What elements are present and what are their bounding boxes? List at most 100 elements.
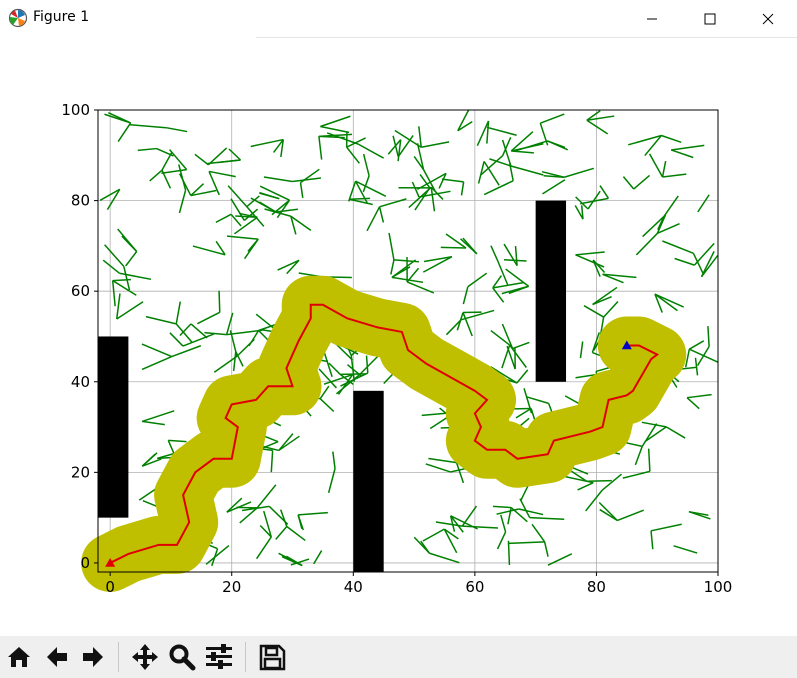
tree-edge [492,281,524,289]
tree-edge [526,396,549,405]
tree-edge [388,232,395,261]
tree-edge [445,233,467,249]
tree-edge [587,190,601,210]
tree-edge [145,315,177,325]
tree-edge [492,275,503,289]
zoom-button[interactable] [167,642,197,672]
tree-edge [263,510,272,538]
tree-edge [328,362,341,375]
tree-edge [518,508,544,516]
tree-edge [298,511,328,516]
maximize-button[interactable] [681,0,739,37]
tree-edge [226,329,263,336]
tree-edge [700,255,719,278]
tree-edge [239,212,258,218]
tree-edge [259,185,290,201]
tree-edge [628,134,662,146]
tree-edge [428,457,457,464]
tree-edge [501,137,512,157]
figure-canvas[interactable]: 0 20 40 60 80 100 0 20 40 60 80 100 [0,38,797,636]
tree-edge [397,134,414,158]
tree-edge [422,169,436,192]
tree-edge [592,295,612,306]
tree-edge [648,153,664,178]
start-marker [105,557,116,567]
tree-edge [599,508,618,522]
tree-edge [102,259,120,274]
tree-edge [256,484,277,509]
back-button[interactable] [42,642,72,672]
goal-marker [621,340,632,350]
tree-edge [654,293,663,313]
tree-edge [313,550,323,565]
tree-edge [443,528,459,540]
tree-edge [259,524,272,538]
tree-edge [278,435,300,452]
tree-edge [111,280,116,307]
tree-edge [349,198,373,206]
tree-edge [319,398,335,413]
tree-edge [489,158,512,167]
tree-edge [346,146,360,164]
forward-button[interactable] [78,642,108,672]
tree-edge [141,452,158,467]
subplot-sliders-icon [206,644,232,669]
tree-edge [516,369,529,384]
tree-edge [391,259,417,278]
obstacle [535,200,567,382]
tree-edge [292,177,322,183]
tree-edge [462,525,499,529]
tree-edge [486,126,517,136]
save-button[interactable] [257,642,287,672]
tree-edge [197,311,221,325]
tree-edge [622,470,651,479]
navigation-toolbar [0,636,797,678]
tree-edge [320,115,351,128]
tree-edge [411,181,420,198]
tree-edge [501,139,512,167]
tree-edge [654,293,684,308]
tree-edge [277,259,300,271]
tree-edge [232,351,237,372]
tree-edge [332,451,336,469]
tree-edge [634,446,643,466]
close-button[interactable] [739,0,797,37]
tree-edge [443,528,458,554]
tree-edge [586,479,612,483]
tree-edge [509,344,527,368]
tree-edge [670,149,694,159]
tree-edge [246,195,260,208]
tree-edge [318,136,323,160]
tree-edge [208,170,236,178]
tree-edge [543,541,549,557]
tree-edge [141,410,175,423]
tree-edge [366,206,381,232]
tree-edge [700,251,715,278]
tree-edge [661,134,682,144]
tree-edge [230,198,245,221]
tree-edge [207,147,228,166]
tree-edge [149,169,163,182]
tree-edge [441,178,464,183]
tree-edge [707,326,710,347]
tree-edge [418,190,451,198]
tree-edge [226,497,243,513]
minimize-icon [647,18,657,19]
matplotlib-logo-icon [8,8,28,28]
y-tick-label: 40 [71,373,90,391]
x-tick-label: 100 [704,578,733,596]
tree-edge [586,115,615,122]
subplots-button[interactable] [204,642,234,672]
tree-edge [115,293,121,320]
tree-edge [419,174,431,189]
tree-edge [642,215,665,238]
tree-edge [355,180,387,197]
home-button[interactable] [4,642,34,672]
pan-button[interactable] [130,642,160,672]
minimize-button[interactable] [623,0,681,37]
tree-edge [540,113,565,124]
tree-edge [233,216,258,235]
tree-edge [406,281,435,294]
tree-edge [438,173,447,189]
tree-edge [563,167,595,178]
